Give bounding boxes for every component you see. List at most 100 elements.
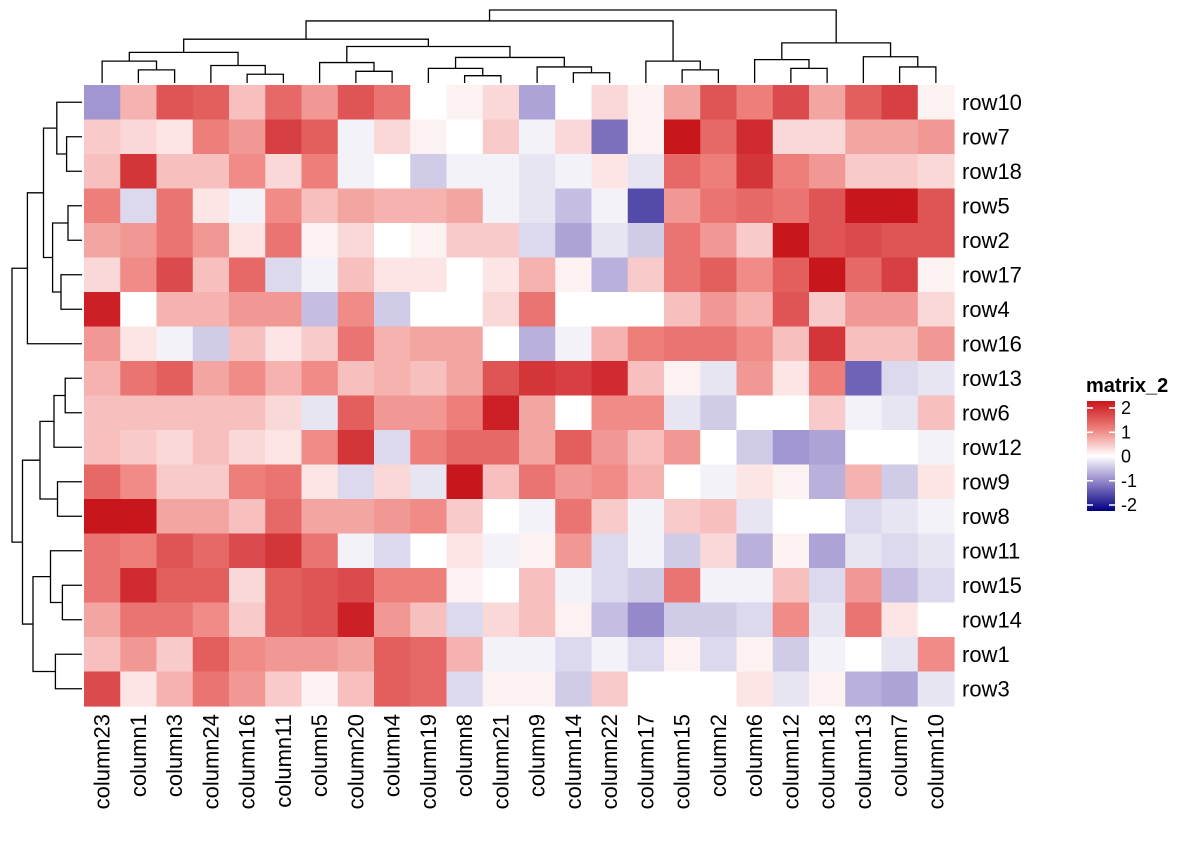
heatmap-cell-row3-column3 (156, 671, 194, 707)
heatmap-cell-row3-column17 (627, 671, 665, 707)
column-label-column15: column15 (670, 714, 695, 809)
heatmap-cell-row5-column4 (374, 188, 411, 224)
heatmap-cell-row14-column16 (229, 602, 266, 638)
heatmap-cell-row14-column9 (519, 602, 556, 638)
heatmap-cell-row2-column13 (845, 223, 883, 259)
heatmap-cell-row6-column23 (84, 395, 121, 431)
heatmap-cell-row14-column20 (337, 602, 375, 638)
heatmap-cell-row7-column24 (192, 119, 230, 155)
heatmap-cell-row17-column22 (591, 257, 629, 293)
heatmap-cell-row16-column21 (482, 326, 520, 362)
heatmap-cell-row2-column7 (881, 223, 919, 259)
dendrogram-branch (26, 192, 82, 345)
heatmap-cell-row10-column2 (700, 85, 738, 121)
heatmap-cell-row3-column7 (881, 671, 919, 707)
column-label-column5: column5 (307, 714, 332, 797)
heatmap-cell-row9-column17 (627, 464, 665, 500)
heatmap-cell-row14-column21 (482, 602, 520, 638)
heatmap-cell-row1-column14 (555, 637, 593, 673)
heatmap-cell-row10-column7 (881, 85, 919, 121)
heatmap-cell-row6-column17 (627, 395, 665, 431)
dendrogram-branch (54, 653, 82, 690)
heatmap-cell-row8-column16 (229, 499, 266, 535)
heatmap-cell-row11-column8 (446, 533, 484, 569)
dendrogram-branch (42, 127, 57, 259)
heatmap-cell-row16-column18 (809, 326, 846, 362)
heatmap-cell-row13-column12 (772, 361, 810, 397)
heatmap-cell-row18-column14 (555, 154, 593, 190)
heatmap-cell-row3-column11 (265, 671, 303, 707)
heatmap-cell-row7-column5 (301, 119, 339, 155)
heatmap-cell-row11-column17 (627, 533, 665, 569)
heatmap-cell-row5-column6 (736, 188, 774, 224)
heatmap-cell-row13-column7 (881, 361, 919, 397)
heatmap-cell-row1-column10 (917, 637, 955, 673)
heatmap-cell-row5-column24 (192, 188, 230, 224)
heatmap-cell-row15-column13 (845, 568, 883, 604)
column-label-column19: column19 (416, 714, 441, 809)
dendrogram-branch (645, 60, 701, 83)
heatmap-cell-row2-column9 (519, 223, 556, 259)
heatmap-cell-row4-column22 (591, 292, 629, 328)
heatmap-cell-row4-column3 (156, 292, 194, 328)
heatmap-cell-row9-column4 (374, 464, 411, 500)
heatmap-cell-row13-column21 (482, 361, 520, 397)
heatmap-cell-row8-column3 (156, 499, 194, 535)
heatmap-cell-row13-column23 (84, 361, 121, 397)
heatmap-cell-row11-column18 (809, 533, 846, 569)
heatmap-cell-row1-column13 (845, 637, 883, 673)
column-label-column24: column24 (198, 714, 223, 809)
heatmap-cell-row17-column21 (482, 257, 520, 293)
heatmap-cell-row6-column1 (120, 395, 158, 431)
heatmap-cell-row3-column2 (700, 671, 738, 707)
row-label-row13: row13 (962, 366, 1022, 391)
column-dendrogram (101, 9, 937, 83)
heatmap-cell-row7-column1 (120, 119, 158, 155)
row-label-row12: row12 (962, 435, 1022, 460)
heatmap-cell-row4-column5 (301, 292, 339, 328)
heatmap-cell-row8-column14 (555, 499, 593, 535)
heatmap-cell-row4-column2 (700, 292, 738, 328)
heatmap-cell-row15-column10 (917, 568, 955, 604)
heatmap-cell-row4-column11 (265, 292, 303, 328)
heatmap-cell-row5-column16 (229, 188, 266, 224)
heatmap-cell-row15-column2 (700, 568, 738, 604)
heatmap-cell-row14-column3 (156, 602, 194, 638)
heatmap-cell-row14-column22 (591, 602, 629, 638)
heatmap-cell-row14-column13 (845, 602, 883, 638)
heatmap-cell-row17-column15 (664, 257, 701, 293)
heatmap-cell-row14-column19 (410, 602, 448, 638)
heatmap-cell-row18-column5 (301, 154, 339, 190)
heatmap-cell-row5-column8 (446, 188, 484, 224)
heatmap-cell-row14-column18 (809, 602, 846, 638)
heatmap-cell-row9-column7 (881, 464, 919, 500)
heatmap-cell-row3-column10 (917, 671, 955, 707)
heatmap-cell-row8-column15 (664, 499, 701, 535)
heatmap-cell-row11-column21 (482, 533, 520, 569)
heatmap-cell-row2-column8 (446, 223, 484, 259)
dendrogram-branch (790, 67, 828, 83)
dendrogram-branch (681, 69, 720, 83)
heatmap-cell-row5-column20 (337, 188, 375, 224)
heatmap-cell-row5-column13 (845, 188, 883, 224)
heatmap-cell-row15-column23 (84, 568, 121, 604)
heatmap-cell-row18-column20 (337, 154, 375, 190)
heatmap-cell-row1-column8 (446, 637, 484, 673)
heatmap-cell-row2-column16 (229, 223, 266, 259)
heatmap-cell-row18-column19 (410, 154, 448, 190)
heatmap-cell-row9-column8 (446, 464, 484, 500)
heatmap-cell-row16-column7 (881, 326, 919, 362)
heatmap-cell-row18-column10 (917, 154, 955, 190)
heatmap-cell-row12-column12 (772, 430, 810, 466)
heatmap-cell-row4-column7 (881, 292, 919, 328)
heatmap-cell-row7-column18 (809, 119, 846, 155)
heatmap-cell-row14-column23 (84, 602, 121, 638)
heatmap-cell-row14-column4 (374, 602, 411, 638)
heatmap-cell-row16-column8 (446, 326, 484, 362)
heatmap-cell-row11-column24 (192, 533, 230, 569)
column-label-column18: column18 (815, 714, 840, 809)
heatmap-cell-row9-column14 (555, 464, 593, 500)
heatmap-cell-row18-column3 (156, 154, 194, 190)
heatmap-cell-row13-column11 (265, 361, 303, 397)
heatmap-cell-row1-column15 (664, 637, 701, 673)
